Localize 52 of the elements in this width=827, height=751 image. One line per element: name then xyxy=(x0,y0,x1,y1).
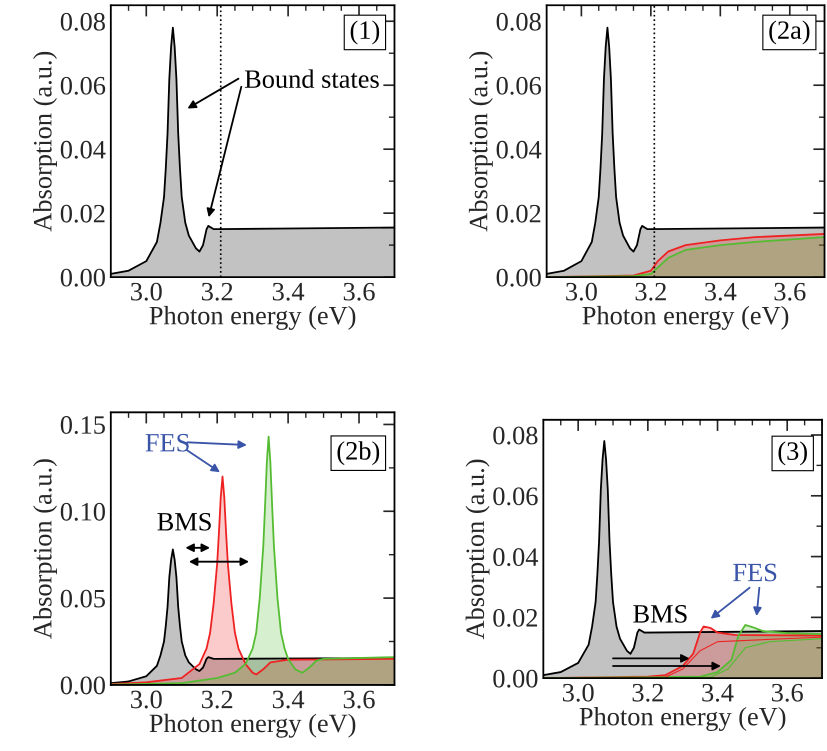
x-tick-label: 3.4 xyxy=(272,282,304,301)
y-axis-title: Absorption (a.u.) xyxy=(466,460,490,640)
y-tick-label: 0.02 xyxy=(493,608,538,627)
y-tick-label: 0.15 xyxy=(60,416,105,434)
y-tick-label: 0.02 xyxy=(60,204,104,223)
y-tick-label: 0.08 xyxy=(493,426,538,445)
y-tick-label: 0.10 xyxy=(60,502,105,521)
x-tick-label: 3.2 xyxy=(636,282,666,301)
y-tick-label: 0.06 xyxy=(493,487,538,506)
y-tick-label: 0.00 xyxy=(60,268,105,287)
annotation: (2a) xyxy=(769,20,810,44)
y-tick-label: 0.00 xyxy=(496,268,541,287)
annotation: (3) xyxy=(778,441,807,466)
x-tick-label: 3.6 xyxy=(344,282,375,301)
x-axis-title: Photon energy (eV) xyxy=(150,306,356,330)
x-axis-title: Photon energy (eV) xyxy=(580,706,786,731)
x-tick-label: 3.0 xyxy=(131,282,162,301)
x-tick-label: 3.2 xyxy=(202,690,232,708)
y-tick-label: 0.05 xyxy=(60,590,105,608)
y-tick-label: 0.02 xyxy=(496,204,540,223)
y-tick-label: 0.00 xyxy=(493,670,538,688)
y-axis-title: Absorption (a.u.) xyxy=(468,52,493,232)
y-tick-label: 0.06 xyxy=(60,76,106,95)
y-axis-title: Absorption (a.u.) xyxy=(33,52,57,232)
y-tick-label: 0.04 xyxy=(493,548,538,566)
x-axis-title: Photon energy (eV) xyxy=(582,306,788,330)
y-tick-label: 0.04 xyxy=(496,140,542,159)
x-tick-label: 3.2 xyxy=(632,684,663,702)
y-tick-label: 0.06 xyxy=(496,76,541,95)
x-axis-title: Photon energy (eV) xyxy=(150,714,356,738)
y-tick-label: 0.04 xyxy=(60,140,106,159)
x-tick-label: 3.2 xyxy=(202,282,232,301)
x-tick-label: 3.4 xyxy=(705,282,736,301)
annotation: (1) xyxy=(350,20,380,44)
x-tick-label: 3.0 xyxy=(566,282,597,301)
annotation: BMS xyxy=(157,512,211,531)
x-tick-label: 3.0 xyxy=(562,684,594,702)
y-tick-label: 0.08 xyxy=(60,12,105,31)
annotation: FES xyxy=(146,434,189,452)
y-axis-title: Absorption (a.u.) xyxy=(33,459,57,639)
x-tick-label: 3.4 xyxy=(702,684,734,702)
annotation: (2b) xyxy=(337,441,380,466)
x-tick-label: 3.6 xyxy=(772,684,803,702)
x-tick-label: 3.6 xyxy=(774,282,806,301)
y-tick-label: 0.08 xyxy=(496,12,541,31)
annotation: BMS xyxy=(633,605,687,623)
annotation: Bound states xyxy=(244,69,379,88)
y-tick-label: 0.00 xyxy=(60,676,105,694)
annotation: FES xyxy=(733,564,776,582)
x-tick-label: 3.6 xyxy=(344,690,375,708)
x-tick-label: 3.4 xyxy=(272,690,304,708)
x-tick-label: 3.0 xyxy=(131,690,162,708)
